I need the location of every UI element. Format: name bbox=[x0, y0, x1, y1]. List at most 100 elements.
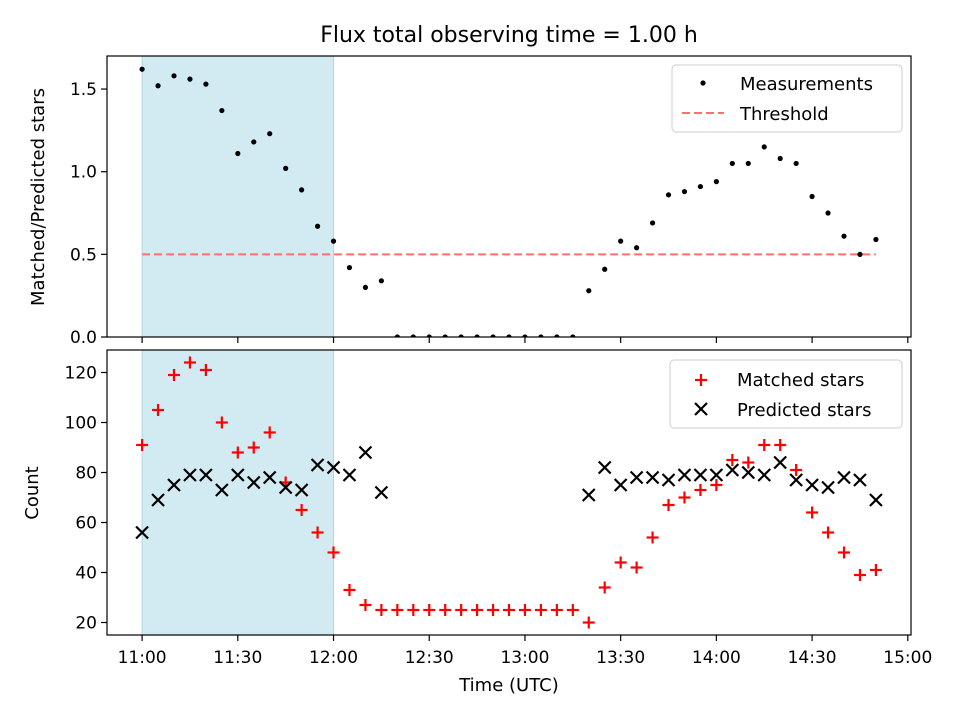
matched-star-point bbox=[215, 416, 228, 429]
measurement-point bbox=[426, 334, 432, 337]
measurement-point bbox=[809, 193, 815, 200]
predicted-star-point bbox=[741, 465, 756, 480]
measurement-point bbox=[777, 155, 783, 162]
top-marks bbox=[139, 66, 879, 337]
predicted-star-point bbox=[342, 468, 357, 482]
top-x-ticks bbox=[141, 337, 909, 343]
measurement-point bbox=[634, 245, 640, 251]
bottom-axes-frame bbox=[106, 349, 912, 636]
measurement-point bbox=[586, 288, 592, 294]
matched-star-point bbox=[694, 484, 707, 496]
matched-star-point bbox=[455, 604, 468, 616]
bottom-shaded-interval bbox=[141, 349, 335, 636]
matched-star-point bbox=[199, 364, 212, 376]
measurement-point bbox=[825, 210, 831, 216]
measurement-point bbox=[697, 183, 704, 190]
measurement-point bbox=[171, 73, 177, 79]
measurement-point bbox=[745, 160, 751, 167]
matched-star-point bbox=[168, 369, 180, 381]
matched-star-point bbox=[343, 584, 356, 596]
matched-star-point bbox=[247, 441, 260, 454]
bottom-x-axis: 11:00 11:30 12:00 12:30 13:00 13:30 14:00 14:30… bbox=[118, 635, 932, 668]
y-tick-label: 120 bbox=[65, 364, 97, 384]
bottom-y-axis-label: Count bbox=[22, 466, 43, 519]
measurement-point bbox=[570, 334, 576, 337]
measurement-point bbox=[841, 233, 847, 239]
measurement-point bbox=[299, 187, 305, 193]
measurement-point bbox=[442, 334, 448, 337]
measurement-point bbox=[538, 334, 544, 337]
x-tick-label: 13:30 bbox=[596, 648, 645, 668]
predicted-star-point bbox=[725, 463, 740, 477]
predicted-star-point bbox=[853, 473, 867, 487]
legend-measurements-marker bbox=[700, 80, 706, 86]
predicted-star-point bbox=[310, 458, 325, 472]
predicted-star-point bbox=[789, 473, 803, 487]
predicted-star-point bbox=[757, 468, 772, 482]
matched-star-point bbox=[231, 446, 244, 459]
measurement-point bbox=[602, 266, 608, 272]
predicted-star-point bbox=[869, 493, 883, 507]
predicted-star-point bbox=[246, 475, 261, 490]
predicted-star-point bbox=[278, 480, 293, 495]
y-tick-label: 40 bbox=[75, 564, 97, 584]
matched-star-point bbox=[471, 604, 484, 616]
y-tick-label: 1.0 bbox=[70, 163, 97, 183]
predicted-star-point bbox=[135, 525, 149, 540]
matched-star-point bbox=[407, 604, 420, 616]
measurement-point bbox=[362, 284, 369, 291]
y-tick-label: 60 bbox=[75, 514, 97, 534]
x-axis-label: Time (UTC) bbox=[458, 675, 559, 696]
top-y-axis-label: Matched/Predicted stars bbox=[28, 88, 49, 306]
matched-star-point bbox=[311, 526, 324, 539]
x-tick-label: 13:00 bbox=[500, 648, 549, 668]
predicted-star-point bbox=[693, 468, 708, 482]
predicted-star-point bbox=[773, 455, 787, 470]
legend-predicted-marker bbox=[694, 402, 708, 416]
predicted-star-point bbox=[677, 468, 692, 482]
matched-star-point bbox=[136, 439, 149, 451]
measurement-point bbox=[618, 238, 624, 244]
matched-star-point bbox=[853, 569, 866, 581]
predicted-star-point bbox=[151, 493, 165, 507]
matched-star-point bbox=[838, 546, 850, 559]
predicted-star-point bbox=[374, 485, 389, 500]
predicted-star-point bbox=[294, 483, 309, 497]
matched-star-point bbox=[183, 356, 196, 369]
matched-star-point bbox=[375, 604, 388, 616]
measurement-point bbox=[873, 236, 879, 243]
legend-measurements-label: Measurements bbox=[740, 74, 873, 95]
top-legend-box bbox=[671, 64, 903, 133]
predicted-star-point bbox=[199, 468, 213, 482]
predicted-star-point bbox=[167, 478, 181, 492]
x-tick-label: 14:30 bbox=[788, 648, 837, 668]
matched-star-point bbox=[630, 561, 643, 574]
legend-matched-label: Matched stars bbox=[737, 370, 864, 391]
matched-star-point bbox=[534, 604, 547, 616]
x-tick-label: 12:30 bbox=[405, 648, 454, 668]
bottom-marks bbox=[135, 356, 883, 629]
matched-star-point bbox=[391, 604, 404, 616]
matched-star-point bbox=[263, 426, 276, 439]
legend-matched-marker bbox=[695, 374, 707, 386]
top-y-axis: 0.0 0.5 1.0 1.5 bbox=[70, 80, 107, 348]
measurement-point bbox=[155, 83, 161, 89]
measurement-point bbox=[681, 188, 688, 195]
y-tick-label: 0.5 bbox=[70, 245, 97, 265]
matched-star-point bbox=[726, 454, 739, 466]
y-tick-label: 80 bbox=[75, 464, 97, 484]
matched-star-point bbox=[662, 499, 675, 511]
predicted-star-point bbox=[597, 460, 612, 475]
predicted-star-point bbox=[231, 468, 245, 482]
bottom-panel: 20 40 60 80 100 120 11:00 11:30 12:00 12:30 13:00… bbox=[22, 349, 932, 696]
x-tick-label: 11:30 bbox=[213, 648, 262, 668]
measurement-point bbox=[410, 334, 416, 337]
predicted-star-point bbox=[581, 488, 596, 502]
bottom-legend-box bbox=[669, 359, 903, 429]
y-tick-label: 100 bbox=[65, 414, 97, 434]
measurement-point bbox=[458, 334, 464, 337]
matched-star-point bbox=[869, 564, 882, 576]
measurement-point bbox=[857, 251, 863, 257]
predicted-star-point bbox=[215, 483, 229, 497]
